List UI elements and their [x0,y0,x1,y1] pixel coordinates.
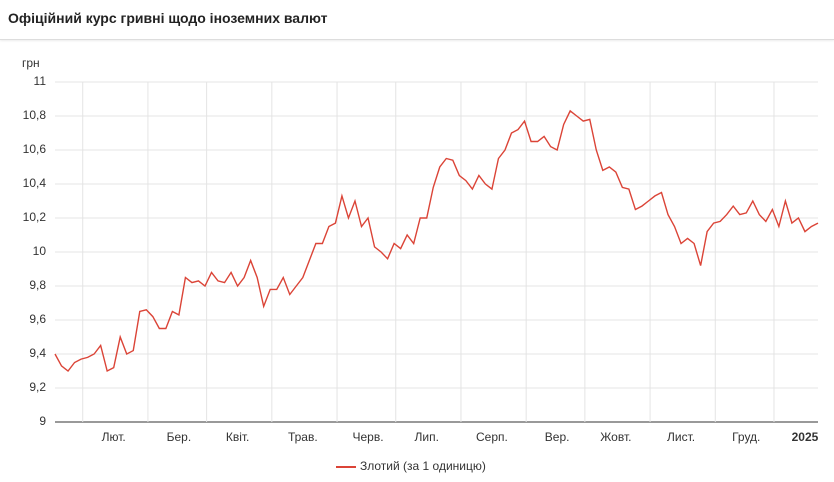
x-tick-label: Квіт. [226,430,250,444]
y-axis-label: грн [22,56,40,70]
x-tick-label: Жовт. [600,430,631,444]
x-tick-label: Вер. [545,430,570,444]
y-tick-label: 10,4 [23,176,47,190]
y-tick-label: 10 [33,244,47,258]
y-tick-label: 11 [34,74,47,88]
header-title: Офіційний курс гривні щодо іноземних вал… [0,0,834,40]
line-series [54,109,819,373]
legend-label: Злотий (за 1 одиницю) [360,459,486,473]
x-tick-label: Лист. [667,430,695,444]
y-tick-label: 9 [39,414,46,428]
y-tick-label: 9,6 [29,312,46,326]
x-tick-label: Груд. [732,430,760,444]
x-tick-label: Бер. [167,430,192,444]
x-tick-label: Черв. [352,430,383,444]
x-tick-label: Лют. [102,430,126,444]
y-tick-label: 10,2 [23,210,47,224]
y-tick-label: 10,8 [23,108,47,122]
x-tick-label: 2025 [792,430,819,444]
y-tick-label: 9,8 [29,278,46,292]
y-tick-label: 9,2 [29,380,46,394]
y-tick-label: 9,4 [29,346,46,360]
y-tick-label: 10,6 [23,142,47,156]
x-tick-label: Трав. [288,430,318,444]
x-tick-label: Серп. [476,430,508,444]
x-tick-label: Лип. [415,430,439,444]
